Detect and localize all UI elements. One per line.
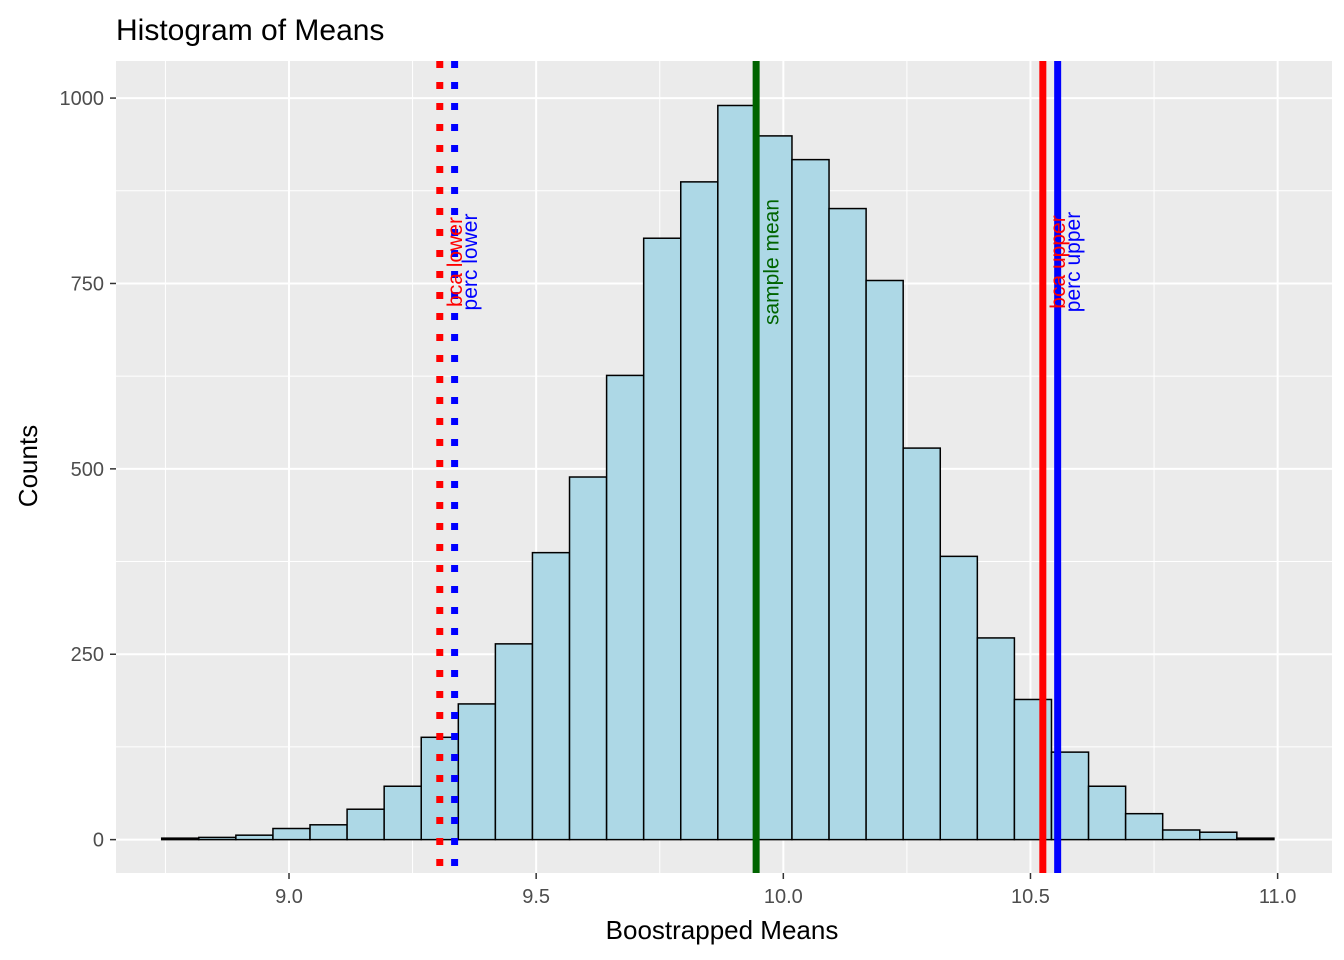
x-tick-label: 9.5 — [522, 886, 550, 908]
histogram-bar — [1087, 785, 1127, 841]
vline-label-perc-lower: perc lower — [459, 214, 482, 311]
x-tick-label: 11.0 — [1259, 886, 1296, 908]
vline-label-bca-upper: bca upper — [1047, 215, 1070, 308]
y-tick-label: 250 — [71, 644, 104, 666]
y-tick-label: 0 — [93, 830, 104, 852]
vline-label-perc-upper: perc upper — [1062, 212, 1085, 312]
y-tick-label: 500 — [71, 459, 104, 481]
histogram-bar — [346, 808, 385, 841]
histogram-bar — [1236, 837, 1275, 841]
x-axis-ticks: 9.0 9.5 10.0 10.5 11.0 — [275, 873, 1296, 908]
x-tick-label: 9.0 — [275, 886, 303, 908]
y-axis-title: Counts — [13, 425, 43, 507]
histogram-bar — [309, 824, 348, 841]
histogram-bar — [198, 836, 237, 841]
chart-title: Histogram of Means — [116, 14, 384, 47]
histogram-bar — [1161, 829, 1201, 841]
histogram-bar — [1124, 812, 1164, 841]
histogram-bar — [717, 104, 756, 841]
histogram-bar — [494, 643, 534, 841]
histogram-bar — [791, 158, 830, 841]
reference-lines — [436, 61, 1062, 873]
histogram-bar — [1199, 831, 1238, 841]
histogram-bar — [976, 637, 1016, 841]
histogram-bar — [939, 555, 979, 841]
y-axis-ticks: 0 250 500 750 1000 — [60, 88, 116, 852]
y-tick-label: 1000 — [60, 88, 105, 110]
histogram-bars — [160, 104, 1275, 841]
histogram-bar — [235, 834, 274, 841]
x-tick-label: 10.0 — [764, 886, 803, 908]
y-tick-label: 750 — [71, 273, 104, 295]
x-axis-title: Boostrapped Means — [606, 915, 839, 945]
x-tick-label: 10.5 — [1011, 886, 1050, 908]
histogram-bar — [568, 476, 608, 841]
histogram-bar — [457, 703, 497, 841]
histogram-bar — [902, 447, 942, 841]
vline-label-sample-mean: sample mean — [760, 199, 783, 325]
histogram-bar — [420, 736, 460, 841]
histogram-bar — [828, 207, 867, 841]
histogram-bar — [679, 181, 719, 841]
histogram-bar — [160, 837, 200, 841]
histogram-bar — [754, 135, 793, 841]
vline-label-bca-lower: bca lower — [444, 217, 467, 307]
histogram-bar — [531, 551, 571, 841]
histogram-bar — [605, 374, 645, 841]
histogram-bar — [272, 827, 311, 841]
histogram-bar — [642, 237, 682, 841]
histogram-bar — [383, 785, 422, 841]
histogram-bar — [865, 279, 904, 841]
